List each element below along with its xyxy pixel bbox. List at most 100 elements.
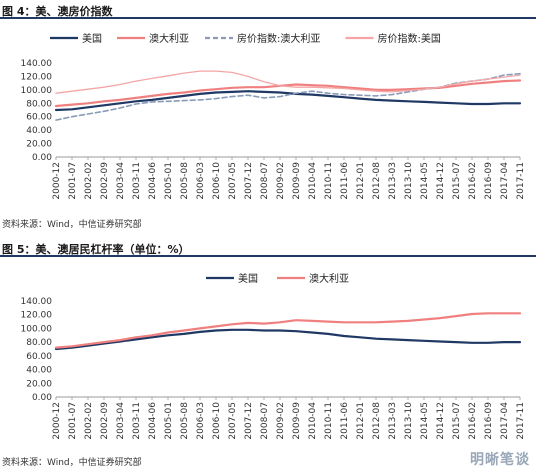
x-tick-label: 2005-08 <box>180 402 190 440</box>
y-tick-label: 120.00 <box>21 72 53 82</box>
x-tick-label: 2005-08 <box>180 162 190 200</box>
x-tick-label: 2006-10 <box>212 162 222 200</box>
legend-label: 澳大利亚 <box>149 32 189 45</box>
watermark-logo: 明晰笔谈 <box>470 452 530 468</box>
legend-item: 美国 <box>50 32 102 45</box>
x-tick-label: 2000-12 <box>52 402 62 440</box>
series-line <box>55 72 521 121</box>
x-tick-label: 2017-04 <box>500 402 510 440</box>
x-tick-label: 2003-04 <box>116 402 126 440</box>
x-tick-label: 2002-02 <box>84 162 94 200</box>
y-tick-label: 140.00 <box>21 297 53 307</box>
legend-label: 房价指数:美国 <box>378 32 441 45</box>
x-tick-label: 2000-12 <box>52 162 62 200</box>
x-tick-label: 2010-11 <box>324 162 334 200</box>
x-tick-label: 2015-07 <box>452 162 462 200</box>
x-tick-label: 2010-04 <box>308 402 318 440</box>
y-tick-label: 60.00 <box>26 113 52 123</box>
y-tick-label: 40.00 <box>26 126 52 136</box>
x-tick-label: 2015-07 <box>452 402 462 440</box>
x-tick-label: 2005-01 <box>164 162 174 200</box>
legend-item: 房价指数:美国 <box>345 32 441 45</box>
x-tick-label: 2002-09 <box>100 162 110 200</box>
figure-4-chart: 美国 澳大利亚 房价指数:澳大利亚 房价指数:美国 0.00 20.00 40.00 60.0… <box>21 32 527 200</box>
y-tick-label: 0.00 <box>32 153 52 163</box>
x-tick-label: 2009-02 <box>276 402 286 440</box>
x-tick-label: 2006-10 <box>212 402 222 440</box>
x-tick-label: 2010-11 <box>324 402 334 440</box>
x-tick-label: 2014-05 <box>420 402 430 440</box>
x-axis: 2000-12 2001-07 2002-02 2002-09 2003-04 2003-… <box>52 397 526 440</box>
x-tick-label: 2011-06 <box>340 402 350 440</box>
x-tick-label: 2003-11 <box>132 402 142 440</box>
legend-label: 美国 <box>238 272 258 285</box>
x-tick-label: 2005-01 <box>164 402 174 440</box>
x-tick-label: 2006-03 <box>196 402 206 440</box>
x-tick-label: 2013-10 <box>404 402 414 440</box>
x-tick-label: 2016-09 <box>484 162 494 200</box>
figure-4-title: 图 4：美、澳房价指数 <box>2 5 113 18</box>
x-tick-label: 2004-06 <box>148 162 158 200</box>
x-tick-label: 2017-11 <box>516 162 526 200</box>
x-tick-label: 2007-12 <box>244 162 254 200</box>
x-tick-label: 2012-01 <box>356 402 366 440</box>
legend: 美国 澳大利亚 房价指数:澳大利亚 房价指数:美国 <box>50 32 441 45</box>
x-tick-label: 2016-09 <box>484 402 494 440</box>
series-line <box>54 79 522 108</box>
legend-label: 澳大利亚 <box>309 272 349 285</box>
legend-item: 房价指数:澳大利亚 <box>205 32 320 45</box>
y-tick-label: 120.00 <box>21 311 53 321</box>
x-tick-label: 2009-09 <box>292 402 302 440</box>
x-tick-label: 2009-09 <box>292 162 302 200</box>
legend-item: 澳大利亚 <box>117 32 189 45</box>
x-tick-label: 2008-07 <box>260 402 270 440</box>
y-tick-label: 140.00 <box>21 59 53 69</box>
legend-label: 美国 <box>82 32 102 45</box>
series-line <box>55 70 521 94</box>
legend-item: 美国 <box>206 272 258 285</box>
legend-label: 房价指数:澳大利亚 <box>237 32 320 45</box>
x-tick-label: 2013-03 <box>388 402 398 440</box>
x-tick-label: 2001-07 <box>68 162 78 200</box>
x-tick-label: 2014-12 <box>436 162 446 200</box>
x-tick-label: 2004-06 <box>148 402 158 440</box>
figure-4-rule <box>0 17 536 19</box>
legend: 美国 澳大利亚 <box>206 272 349 285</box>
x-tick-label: 2006-03 <box>196 162 206 200</box>
y-tick-label: 60.00 <box>26 352 52 362</box>
y-tick-label: 40.00 <box>26 366 52 376</box>
series-line <box>54 90 522 112</box>
x-tick-label: 2014-12 <box>436 402 446 440</box>
figure-5-source: 资料来源：Wind，中信证券研究部 <box>2 458 142 468</box>
x-tick-label: 2001-07 <box>68 402 78 440</box>
x-tick-label: 2013-10 <box>404 162 414 200</box>
x-tick-label: 2011-06 <box>340 162 350 200</box>
figure-5-title: 图 5：美、澳居民杠杆率（单位：%） <box>2 243 190 256</box>
legend-item: 澳大利亚 <box>277 272 349 285</box>
x-tick-label: 2010-04 <box>308 162 318 200</box>
x-tick-label: 2012-08 <box>372 162 382 200</box>
y-tick-label: 100.00 <box>21 86 53 96</box>
x-tick-label: 2002-09 <box>100 402 110 440</box>
y-tick-label: 80.00 <box>26 99 52 109</box>
x-tick-label: 2008-07 <box>260 162 270 200</box>
y-tick-label: 20.00 <box>26 140 52 150</box>
x-tick-label: 2003-04 <box>116 162 126 200</box>
y-axis: 0.00 20.00 40.00 60.00 80.00 100.00 120.00 140.… <box>21 59 53 163</box>
x-tick-label: 2017-11 <box>516 402 526 440</box>
x-tick-label: 2012-01 <box>356 162 366 200</box>
figure-5-chart: 美国 澳大利亚 0.00 20.00 40.00 60.00 80.00 100.00 120.… <box>21 272 527 440</box>
y-axis: 0.00 20.00 40.00 60.00 80.00 100.00 120.00 140.… <box>21 297 53 403</box>
x-tick-label: 2007-05 <box>228 402 238 440</box>
x-tick-label: 2013-03 <box>388 162 398 200</box>
x-tick-label: 2016-02 <box>468 402 478 440</box>
x-tick-label: 2014-05 <box>420 162 430 200</box>
x-tick-label: 2002-02 <box>84 402 94 440</box>
x-axis: 2000-12 2001-07 2002-02 2002-09 2003-04 2003-… <box>52 157 526 200</box>
x-tick-label: 2009-02 <box>276 162 286 200</box>
x-tick-label: 2017-04 <box>500 162 510 200</box>
series-line <box>54 312 522 349</box>
x-tick-label: 2016-02 <box>468 162 478 200</box>
series-line <box>54 328 522 351</box>
x-tick-label: 2007-12 <box>244 402 254 440</box>
